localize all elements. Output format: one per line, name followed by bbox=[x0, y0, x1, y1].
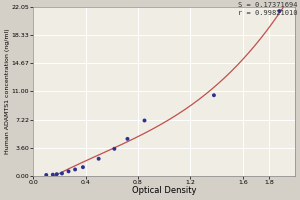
Text: S = 0.17371694
r = 0.99821010: S = 0.17371694 r = 0.99821010 bbox=[238, 2, 297, 16]
Point bbox=[60, 172, 64, 175]
Point bbox=[277, 9, 282, 13]
Point bbox=[96, 157, 101, 160]
Point bbox=[212, 94, 216, 97]
Point bbox=[142, 119, 147, 122]
Point bbox=[66, 170, 71, 173]
Point bbox=[112, 147, 117, 150]
Point bbox=[80, 166, 85, 169]
Point bbox=[73, 168, 77, 171]
Point bbox=[54, 173, 59, 176]
Point bbox=[44, 173, 49, 177]
Point bbox=[50, 173, 55, 176]
X-axis label: Optical Density: Optical Density bbox=[132, 186, 196, 195]
Y-axis label: Human ADAMTS1 concentration (ng/ml): Human ADAMTS1 concentration (ng/ml) bbox=[5, 28, 10, 154]
Point bbox=[125, 137, 130, 140]
